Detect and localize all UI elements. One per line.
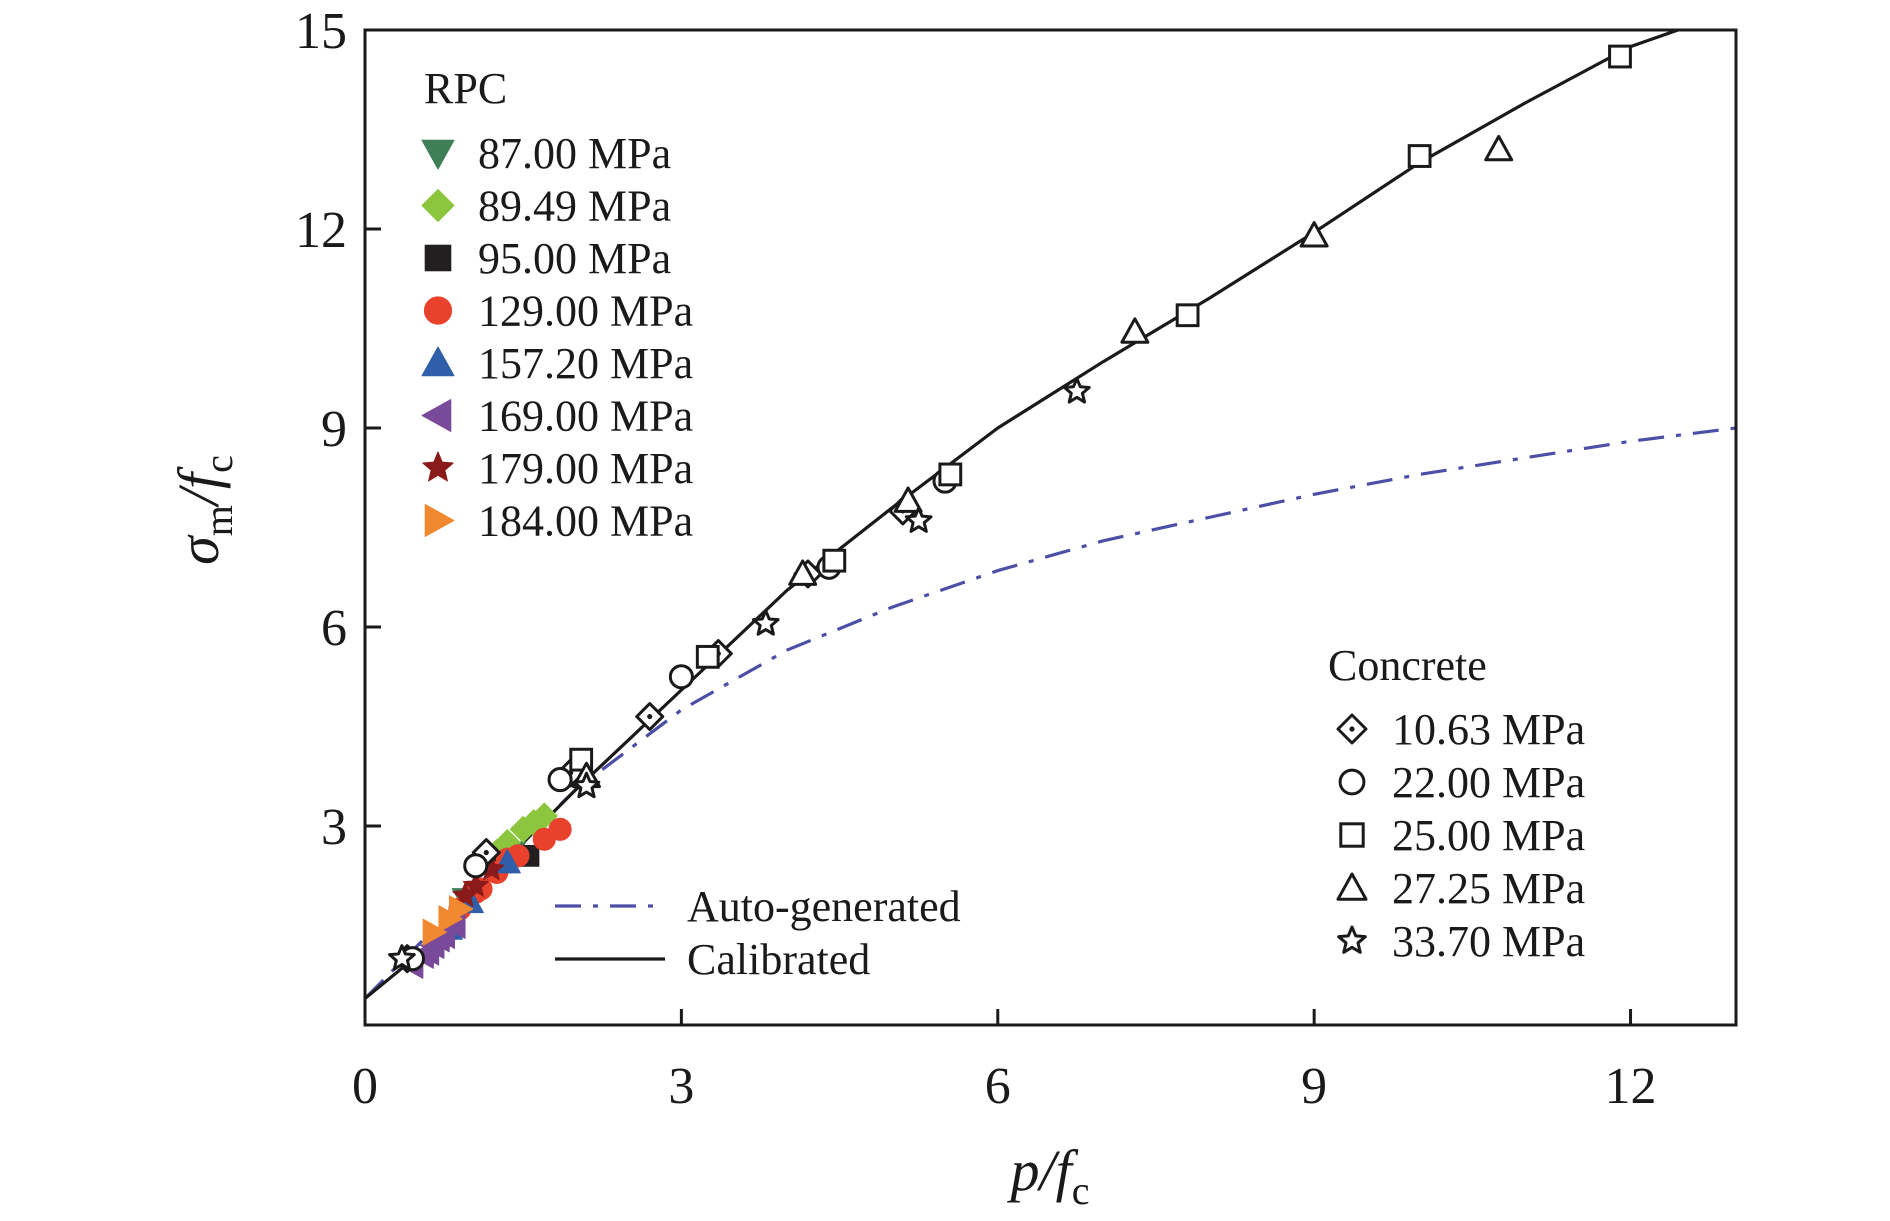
legend-rpc-label: 157.20 MPa (478, 339, 693, 388)
marker-center-dot (647, 713, 653, 720)
concrete-point-27.25 (788, 559, 818, 586)
rpc-point-179.00 (462, 872, 489, 897)
concrete-point-33.70 (1063, 377, 1091, 404)
legend-rpc-marker (421, 189, 455, 222)
legend-rpc-marker (421, 139, 455, 170)
legend-rpc-marker (422, 451, 454, 482)
legend-rpc-title: RPC (424, 64, 507, 113)
concrete-point-33.70 (388, 944, 416, 971)
concrete-point-25.00 (1175, 303, 1200, 328)
legend-concrete-marker (1337, 925, 1367, 954)
concrete-point-27.25 (893, 486, 923, 513)
legend-rpc-label: 169.00 MPa (478, 392, 693, 441)
concrete-point-27.25 (1484, 134, 1514, 162)
legend-rpc-marker (423, 296, 453, 325)
concrete-point-25.00 (1608, 44, 1632, 69)
legend-concrete-label: 33.70 MPa (1392, 917, 1585, 966)
plot-frame (363, 28, 1738, 1027)
legend-rpc-marker (421, 399, 452, 432)
legend-rpc-label: 129.00 MPa (478, 287, 693, 336)
concrete-point-27.25 (1120, 317, 1150, 344)
y-tick-label: 3 (321, 799, 347, 856)
y-axis-label: σm/fc (166, 455, 241, 565)
x-tick-label: 3 (668, 1058, 694, 1115)
y-tick-label: 15 (295, 3, 347, 60)
legend-rpc-label: 87.00 MPa (478, 129, 671, 178)
concrete-point-25.00 (822, 548, 847, 573)
x-axis-label: p/fc (1007, 1138, 1090, 1213)
data-points (388, 44, 1632, 979)
marker-center-dot (1349, 726, 1355, 732)
rpc-point-184.00 (422, 918, 448, 946)
rpc-point-129.00 (548, 817, 572, 841)
legend-concrete-label: 22.00 MPa (1392, 758, 1585, 807)
legend-concrete-label: 27.25 MPa (1392, 864, 1585, 913)
legend-rpc-label: 179.00 MPa (478, 444, 693, 493)
legend-rpc-label: 89.49 MPa (478, 182, 671, 231)
legend-concrete-label: 25.00 MPa (1392, 811, 1585, 860)
concrete-point-22.00 (668, 664, 694, 690)
legend-line-label: Auto-generated (687, 882, 961, 931)
concrete-point-33.70 (904, 506, 933, 533)
x-tick-label: 9 (1301, 1058, 1327, 1115)
legend-line-label: Calibrated (687, 935, 870, 984)
legend-concrete-marker (1336, 872, 1368, 901)
legend-concrete-marker (1339, 822, 1365, 848)
concrete-point-25.00 (938, 462, 963, 487)
y-tick-label: 6 (321, 600, 347, 657)
concrete-point-33.70 (751, 609, 780, 636)
rpc-point-184.00 (449, 895, 474, 923)
x-tick-label: 12 (1605, 1058, 1657, 1115)
concrete-point-25.00 (695, 644, 720, 669)
marker-center-dot (483, 849, 489, 856)
legend-rpc-marker (424, 504, 455, 537)
x-tick-label: 6 (985, 1058, 1011, 1115)
axis-ticks: 0 3 6 9 12 3 6 9 12 15 (295, 3, 1657, 1115)
concrete-point-27.25 (1299, 221, 1329, 248)
series-line-auto-generated (365, 426, 1736, 1000)
concrete-point-22.00 (547, 767, 573, 793)
legend-rpc-marker (424, 244, 452, 272)
legend-concrete-label: 10.63 MPa (1392, 705, 1585, 754)
legend-concrete-marker (1338, 768, 1366, 796)
concrete-point-22.00 (463, 853, 489, 879)
concrete-point-33.70 (572, 771, 601, 799)
legend-rpc-label: 184.00 MPa (478, 497, 693, 546)
legend-rpc-marker (421, 346, 455, 377)
legend-rpc-label: 95.00 MPa (478, 234, 671, 283)
y-tick-label: 9 (321, 401, 347, 458)
legend-concrete-title: Concrete (1328, 641, 1487, 690)
x-tick-label: 0 (352, 1058, 378, 1115)
y-tick-label: 12 (295, 202, 347, 259)
concrete-point-25.00 (1407, 144, 1432, 168)
rpc-point-169.00 (414, 938, 440, 966)
